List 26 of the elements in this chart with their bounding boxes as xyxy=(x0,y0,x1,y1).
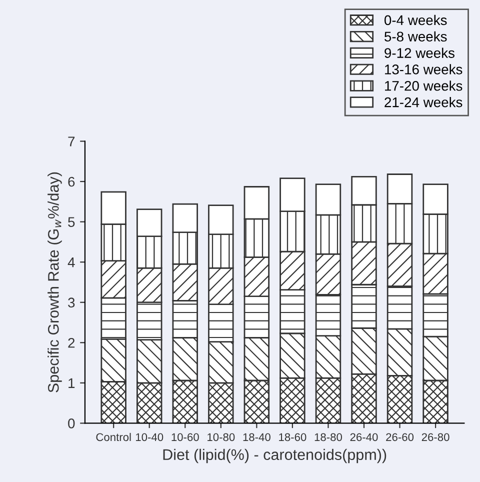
x-tick-label: 18-80 xyxy=(314,433,342,442)
y-tick-label: 1 xyxy=(68,378,75,388)
y-tick-label: 7 xyxy=(68,136,75,146)
x-tick-label: 26-40 xyxy=(350,433,378,442)
x-tick-label: 10-40 xyxy=(136,433,164,442)
x-tick-label: 10-80 xyxy=(208,433,235,442)
x-tick-label: 18-60 xyxy=(279,433,306,442)
legend-label: 9-12 weeks xyxy=(384,48,454,58)
legend-label: 21-24 weeks xyxy=(384,97,462,108)
legend-label: 17-20 weeks xyxy=(385,80,462,91)
y-tick-label: 6 xyxy=(68,176,75,187)
legend-label: 5-8 weeks xyxy=(384,31,447,42)
x-tick-label: Control xyxy=(96,432,131,442)
x-tick-label: 10-60 xyxy=(172,433,199,442)
y-tick-label: 0 xyxy=(68,418,75,428)
y-tick-label: 2 xyxy=(68,338,75,348)
y-axis-title: Specific Growth Rate (G$_{w}$%/day) xyxy=(48,172,62,392)
y-tick-label: 5 xyxy=(68,217,75,227)
legend-label: 13-16 weeks xyxy=(385,64,462,74)
legend-label: 0-4 weeks xyxy=(384,14,447,26)
y-tick-label: 4 xyxy=(68,258,75,268)
x-tick-label: 26-80 xyxy=(422,433,450,442)
x-tick-label: 18-40 xyxy=(243,433,270,442)
y-tick-label: 3 xyxy=(68,298,75,308)
x-axis-title: Diet (lipid(%) - carotenoids(ppm)) xyxy=(163,448,386,464)
x-tick-label: 26-60 xyxy=(386,433,414,442)
